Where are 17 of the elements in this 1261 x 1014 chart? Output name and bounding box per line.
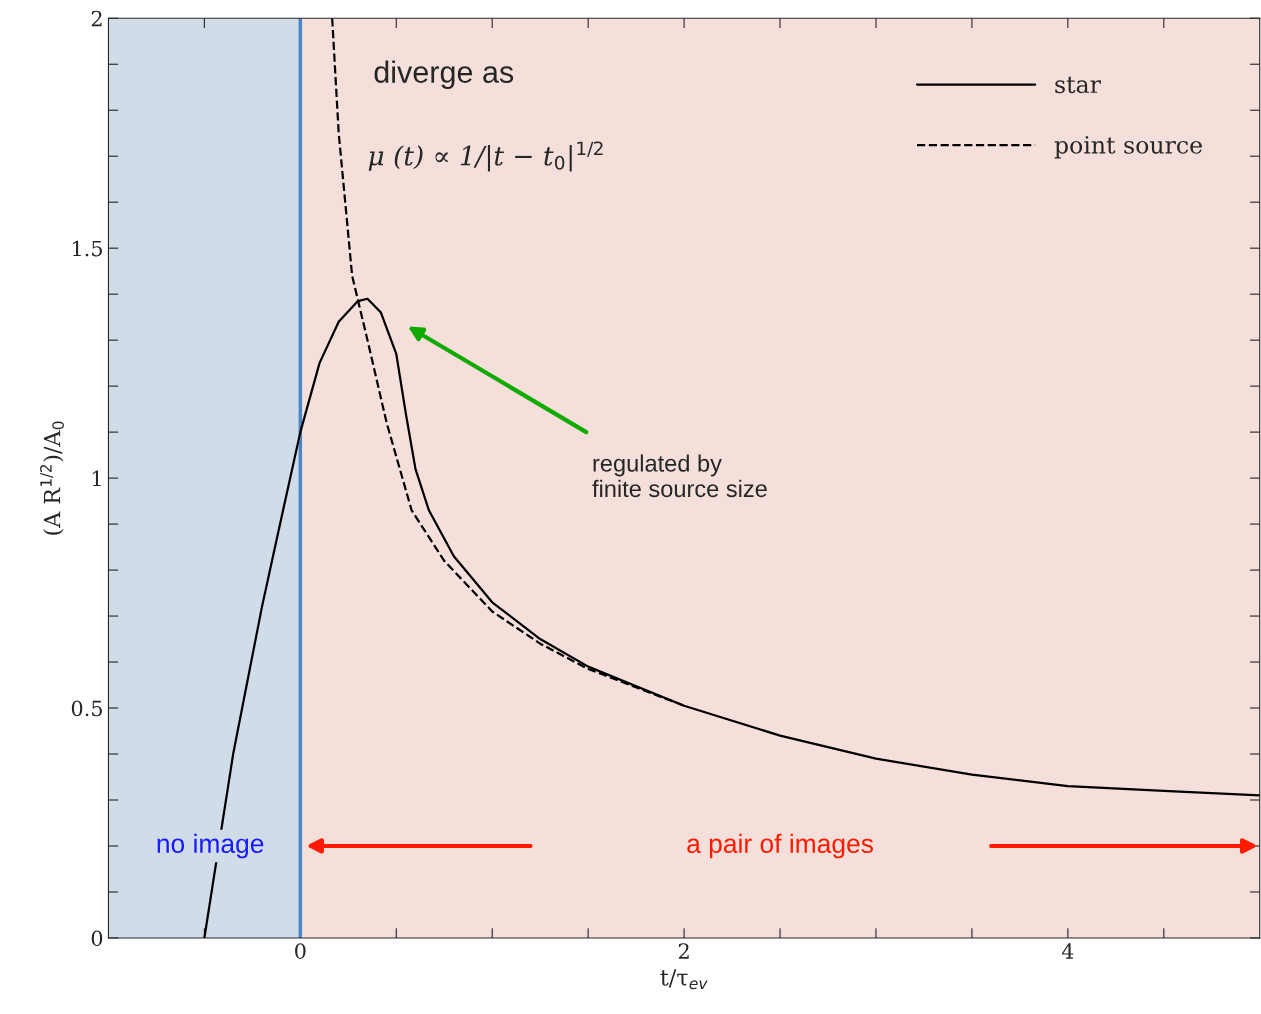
y-tick-label: 1 xyxy=(92,470,101,487)
y-tick-label: 0 xyxy=(91,930,103,947)
x-axis-title: t/τ$_{ev}$ xyxy=(660,969,708,990)
y-tick-label: 0.5 xyxy=(71,700,102,717)
y-tick-label: 2 xyxy=(91,10,102,27)
legend-label: star xyxy=(1055,76,1101,94)
x-tick-label: 4 xyxy=(1061,943,1074,959)
band-label: a pair of images xyxy=(687,833,873,859)
y-axis-title: (A R$^{1/2}$)/A$_{0}$ xyxy=(40,421,64,535)
annotation: μ (t) ∝ 1/|t − t$_{0}$|$^{1/2}$ xyxy=(368,141,603,172)
annotation: diverge as xyxy=(374,60,514,89)
annotation: regulated by finite source size xyxy=(592,454,767,498)
y-tick-label: 1.5 xyxy=(73,240,102,257)
x-tick-label: 2 xyxy=(678,943,689,959)
legend-label: point source xyxy=(1054,136,1202,159)
band-label: no image xyxy=(157,833,264,859)
x-tick-label: 0 xyxy=(295,943,306,959)
